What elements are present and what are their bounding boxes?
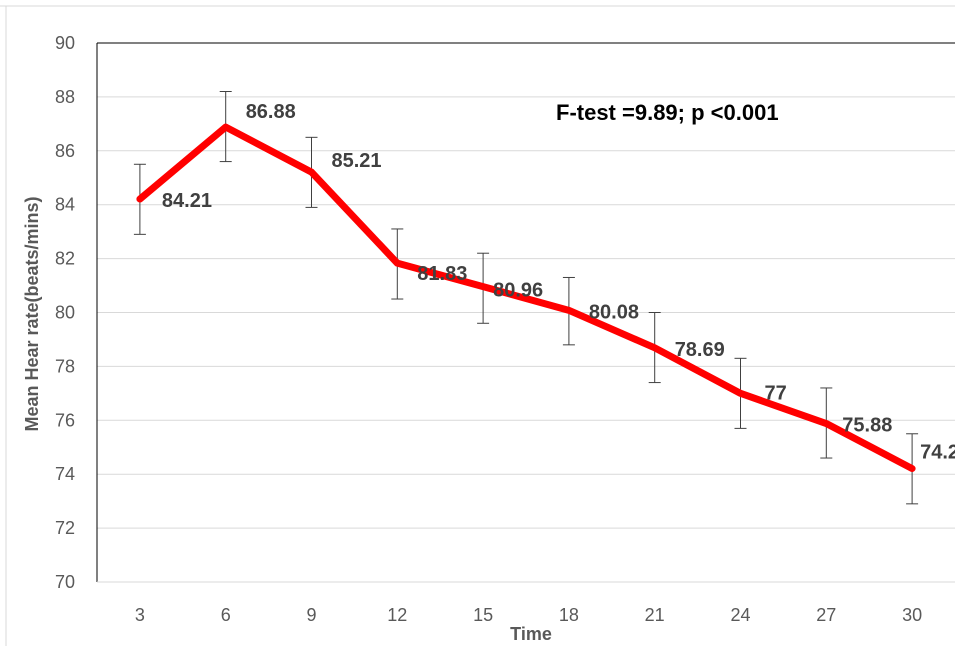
- data-label-3: 84.21: [162, 190, 212, 212]
- x-tick-label-21: 21: [645, 605, 665, 625]
- x-tick-label-9: 9: [306, 605, 316, 625]
- x-axis-title: Time: [510, 624, 552, 644]
- data-label-15: 80.96: [493, 280, 543, 302]
- data-label-21: 78.69: [675, 339, 725, 361]
- data-label-30: 74.21: [920, 442, 955, 464]
- x-tick-label-6: 6: [221, 605, 231, 625]
- x-tick-labels: 3 6 9 12 15 18 21 24 27 30: [135, 605, 922, 625]
- x-tick-label-15: 15: [473, 605, 493, 625]
- data-label-24: 77: [765, 382, 787, 404]
- y-tick-label-70: 70: [55, 572, 75, 592]
- series-line: [136, 123, 916, 473]
- y-tick-label-86: 86: [55, 141, 75, 161]
- y-tick-label-90: 90: [55, 33, 75, 53]
- y-tick-label-74: 74: [55, 464, 75, 484]
- y-tick-label-80: 80: [55, 303, 75, 323]
- x-tick-label-27: 27: [816, 605, 836, 625]
- data-label-18: 80.08: [589, 301, 639, 323]
- data-label-27: 75.88: [842, 415, 892, 437]
- y-tick-label-82: 82: [55, 249, 75, 269]
- x-tick-label-3: 3: [135, 605, 145, 625]
- x-tick-label-30: 30: [902, 605, 922, 625]
- y-axis-title: Mean Hear rate(beats/mins): [22, 196, 42, 431]
- y-tick-label-72: 72: [55, 518, 75, 538]
- y-tick-label-76: 76: [55, 410, 75, 430]
- f-test-annotation: F-test =9.89; p <0.001: [556, 100, 779, 125]
- y-tick-labels: 70 72 74 76 78 80 82 84 86 88 90: [55, 33, 75, 592]
- y-tick-label-78: 78: [55, 356, 75, 376]
- x-tick-label-24: 24: [730, 605, 750, 625]
- y-tick-label-88: 88: [55, 87, 75, 107]
- y-tick-label-84: 84: [55, 195, 75, 215]
- data-label-12: 81.83: [417, 263, 467, 285]
- gridlines: [97, 42, 955, 529]
- data-label-6: 86.88: [246, 101, 296, 123]
- x-tick-label-12: 12: [387, 605, 407, 625]
- data-labels: 84.21 86.88 85.21 81.83 80.96 80.08 78.69 77 75.…: [162, 101, 955, 463]
- data-label-9: 85.21: [332, 150, 382, 172]
- axes: [96, 42, 955, 583]
- series-line-group: [136, 123, 916, 473]
- x-tick-label-18: 18: [559, 605, 579, 625]
